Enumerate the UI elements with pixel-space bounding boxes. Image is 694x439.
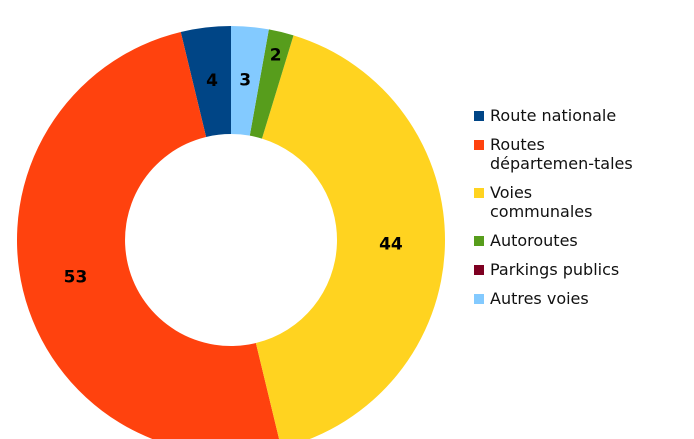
- legend-label: Routes départemen-tales: [490, 135, 633, 173]
- legend-swatch: [474, 188, 484, 198]
- legend-label: Autres voies: [490, 289, 589, 308]
- donut-segment: [17, 31, 280, 439]
- legend-label: Route nationale: [490, 106, 617, 125]
- donut-segment: [249, 29, 294, 139]
- legend-swatch: [474, 111, 484, 121]
- legend-item: Autoroutes: [474, 231, 634, 250]
- data-label: 44: [379, 235, 403, 255]
- data-label: 53: [64, 268, 88, 288]
- legend-label: Voies communales: [490, 183, 593, 221]
- legend-label: Parkings publics: [490, 260, 620, 279]
- data-label: 3: [239, 71, 251, 91]
- data-label: 4: [206, 71, 218, 91]
- legend: Route nationale Routes départemen-tales Vo…: [474, 106, 634, 318]
- data-label: 2: [270, 45, 282, 65]
- donut-segment: [231, 26, 269, 136]
- legend-swatch: [474, 140, 484, 150]
- legend-swatch: [474, 265, 484, 275]
- legend-swatch: [474, 236, 484, 246]
- donut-segment: [255, 35, 445, 439]
- legend-item: Autres voies: [474, 289, 634, 308]
- legend-item: Route nationale: [474, 106, 634, 125]
- donut-segment: [180, 26, 231, 137]
- legend-item: Voies communales: [474, 183, 634, 221]
- legend-item: Routes départemen-tales: [474, 135, 634, 173]
- legend-item: Parkings publics: [474, 260, 634, 279]
- legend-swatch: [474, 294, 484, 304]
- legend-label: Autoroutes: [490, 231, 578, 250]
